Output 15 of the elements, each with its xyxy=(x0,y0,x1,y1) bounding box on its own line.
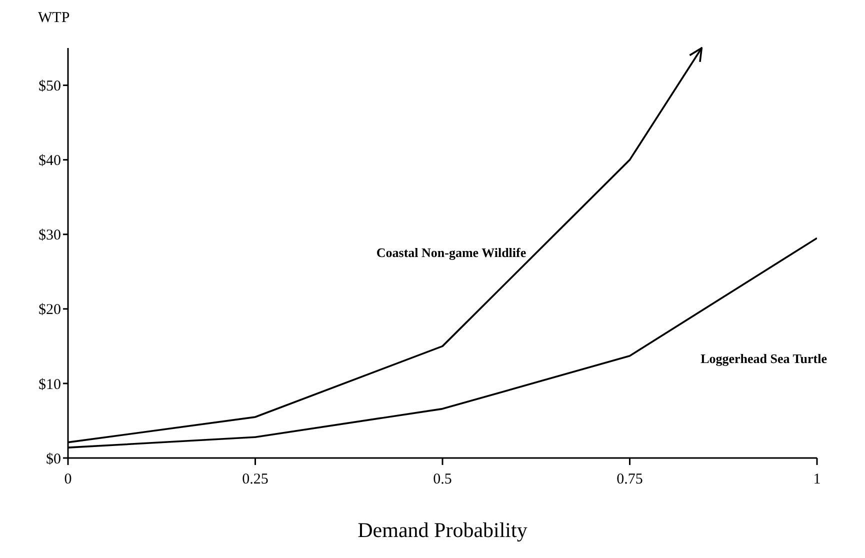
y-tick-label: $30 xyxy=(38,228,61,244)
y-tick-label: $10 xyxy=(38,376,61,393)
series-label: Coastal Non-game Wildlife xyxy=(376,245,526,260)
x-tick-label: 0.75 xyxy=(616,472,643,488)
y-tick-label: $50 xyxy=(38,78,61,95)
x-tick-label: 0 xyxy=(64,472,72,488)
x-tick-label: 0.25 xyxy=(242,472,268,488)
y-tick-label: $20 xyxy=(38,302,61,318)
text: Loggerhead Sea Turtle xyxy=(700,351,828,366)
y-axis-title: WTP xyxy=(38,10,70,27)
y-tick-label: $40 xyxy=(38,153,61,170)
x-tick-label: 1 xyxy=(813,472,821,488)
x-tick-label: 0.5 xyxy=(433,472,452,488)
y-tick-label: $0 xyxy=(46,451,61,468)
x-axis-title: Demand Probability xyxy=(356,518,528,543)
